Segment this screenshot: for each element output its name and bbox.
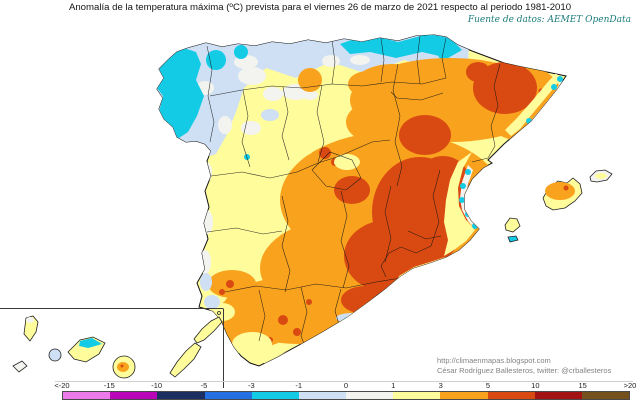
legend-tick-label: -3 bbox=[247, 381, 255, 390]
legend-segment-yellow bbox=[393, 392, 441, 399]
island-mallorca-hot-spot bbox=[563, 185, 569, 191]
province-borders bbox=[206, 35, 501, 353]
legend-segment-orange bbox=[440, 392, 488, 399]
legend-segment-paleblue bbox=[298, 392, 347, 399]
legend-tick-label: -15 bbox=[103, 381, 115, 390]
legend-segment-darkred bbox=[534, 392, 582, 399]
legend-tick-label: -10 bbox=[151, 381, 163, 390]
legend-tick-label: 3 bbox=[438, 381, 443, 390]
anomaly-color-legend: <-20 -15 -10 -5 -3 -1 0 1 3 5 10 15 >20 bbox=[54, 381, 636, 400]
legend-tick-label: 1 bbox=[391, 381, 396, 390]
island-la-gomera bbox=[48, 348, 62, 362]
island-fuerteventura bbox=[169, 342, 202, 378]
legend-segment-red bbox=[487, 392, 535, 399]
island-lanzarote bbox=[193, 316, 223, 344]
legend-tick-label: -5 bbox=[200, 381, 208, 390]
canary-islands bbox=[12, 311, 223, 379]
island-ibiza bbox=[504, 217, 521, 233]
legend-tick-label: 10 bbox=[531, 381, 540, 390]
island-mallorca-warm-core bbox=[545, 182, 575, 200]
credits-block: http://climaenmapas.blogspot.com César R… bbox=[437, 356, 611, 375]
island-tenerife-cool-north bbox=[79, 338, 102, 348]
island-la-palma-cool-top bbox=[26, 317, 34, 323]
legend-segment-cyan bbox=[251, 392, 299, 399]
legend-ticks: <-20 -15 -10 -5 -3 -1 0 1 3 5 10 15 >20 bbox=[54, 381, 636, 390]
legend-tick-label: 5 bbox=[485, 381, 491, 390]
island-formentera bbox=[507, 235, 519, 243]
legend-segment-blue bbox=[204, 392, 252, 399]
island-el-hierro bbox=[12, 360, 28, 373]
legend-bar bbox=[62, 391, 630, 400]
island-gran-canaria-hot-spot bbox=[120, 364, 124, 368]
legend-tick-label: <-20 bbox=[54, 381, 70, 390]
legend-segment-navy bbox=[157, 392, 205, 399]
data-source-note: Fuente de datos: AEMET OpenData bbox=[467, 15, 631, 25]
balearic-islands bbox=[504, 169, 613, 243]
legend-segment-magenta bbox=[110, 392, 158, 399]
legend-segment-brown bbox=[581, 392, 630, 399]
legend-tick-label: 0 bbox=[343, 381, 349, 390]
legend-segment-white bbox=[346, 392, 394, 399]
legend-tick-label: 15 bbox=[578, 381, 587, 390]
legend-tick-label: -1 bbox=[295, 381, 302, 390]
island-la-graciosa bbox=[217, 311, 221, 315]
credit-author: César Rodríguez Ballesteros, twitter: @c… bbox=[437, 365, 612, 375]
region-north-paleblue-wash bbox=[157, 35, 470, 160]
credit-url: http://climaenmapas.blogspot.com bbox=[437, 356, 551, 365]
legend-divider bbox=[55, 381, 633, 382]
island-menorca-core bbox=[595, 173, 607, 179]
legend-segment-violet bbox=[63, 392, 111, 399]
map-title: Anomalía de la temperatura máxima (ºC) p… bbox=[68, 2, 572, 13]
canary-inset-frame bbox=[0, 308, 224, 388]
legend-tick-label: >20 bbox=[623, 381, 637, 390]
